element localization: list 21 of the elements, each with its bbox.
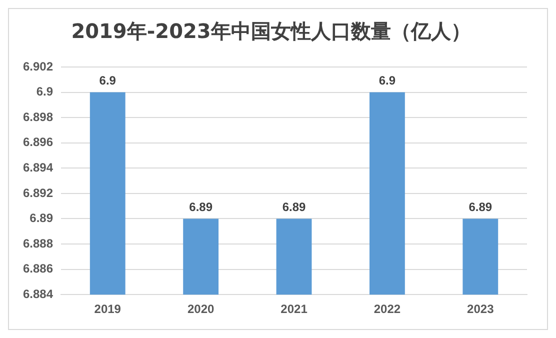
y-tick-label: 6.89 <box>30 211 54 226</box>
y-tick-label: 6.896 <box>23 135 54 150</box>
data-label: 6.89 <box>189 200 213 214</box>
data-label: 6.9 <box>378 74 396 88</box>
x-tick-label: 2023 <box>467 302 494 316</box>
y-tick-label: 6.884 <box>23 286 54 301</box>
x-tick-label: 2021 <box>280 302 308 316</box>
y-tick-label: 6.894 <box>23 160 54 174</box>
chart-title: 2019年-2023年中国女性人口数量（亿人） <box>71 19 471 44</box>
data-label: 6.89 <box>468 200 492 214</box>
x-tick-label: 2020 <box>187 302 214 316</box>
y-tick-label: 6.892 <box>23 186 54 200</box>
x-tick-label: 2019 <box>94 302 122 316</box>
y-tick-label: 6.9 <box>36 84 54 99</box>
data-label: 6.89 <box>282 200 306 214</box>
data-label: 6.9 <box>99 74 116 88</box>
x-tick-label: 2022 <box>374 302 401 316</box>
y-tick-label: 6.888 <box>23 236 54 250</box>
y-tick-label: 6.886 <box>23 262 54 276</box>
y-tick-label: 6.902 <box>23 59 54 74</box>
y-tick-label: 6.898 <box>23 110 54 124</box>
